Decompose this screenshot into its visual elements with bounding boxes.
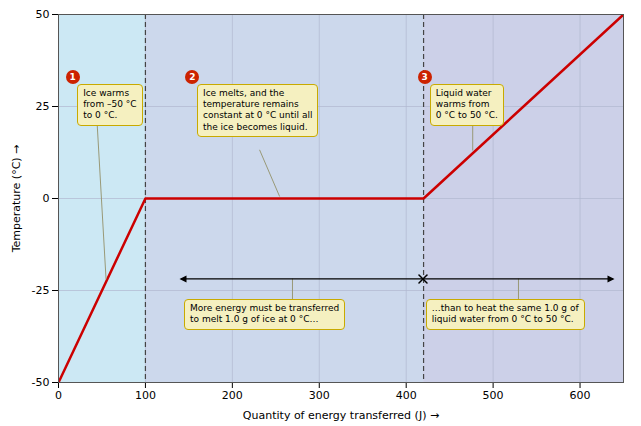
- svg-text:600: 600: [570, 389, 591, 402]
- svg-text:300: 300: [309, 389, 330, 402]
- svg-text:25: 25: [36, 100, 50, 113]
- svg-text:200: 200: [222, 389, 243, 402]
- svg-text:100: 100: [135, 389, 156, 402]
- svg-text:0: 0: [43, 192, 50, 205]
- html-text:Ice warms from –50 °C to 0 °C.: Ice warms from –50 °C to 0 °C.: [83, 87, 137, 121]
- svg-text:50: 50: [36, 8, 50, 21]
- svg-text:-50: -50: [32, 376, 50, 389]
- svg-text:400: 400: [396, 389, 417, 402]
- html-text:More energy must be transferre: More energy must be transferred to melt …: [190, 303, 340, 325]
- html-text:…than to heat the same 1.0 g o: …than to heat the same 1.0 g of liquid w…: [431, 303, 579, 325]
- svg-text:500: 500: [483, 389, 504, 402]
- html-text:3: 3: [421, 71, 428, 82]
- html-text:2: 2: [189, 71, 196, 82]
- svg-text:Temperature (°C) →: Temperature (°C) →: [10, 145, 23, 254]
- html-text:Ice melts, and the temperature: Ice melts, and the temperature remains c…: [203, 87, 313, 132]
- svg-text:0: 0: [55, 389, 62, 402]
- html-text:Liquid water warms from 0 °C t: Liquid water warms from 0 °C to 50 °C.: [435, 87, 498, 121]
- html-text:1: 1: [69, 71, 76, 82]
- svg-text:-25: -25: [32, 284, 50, 297]
- svg-text:Quantity of energy transferred: Quantity of energy transferred (J) →: [243, 409, 439, 422]
